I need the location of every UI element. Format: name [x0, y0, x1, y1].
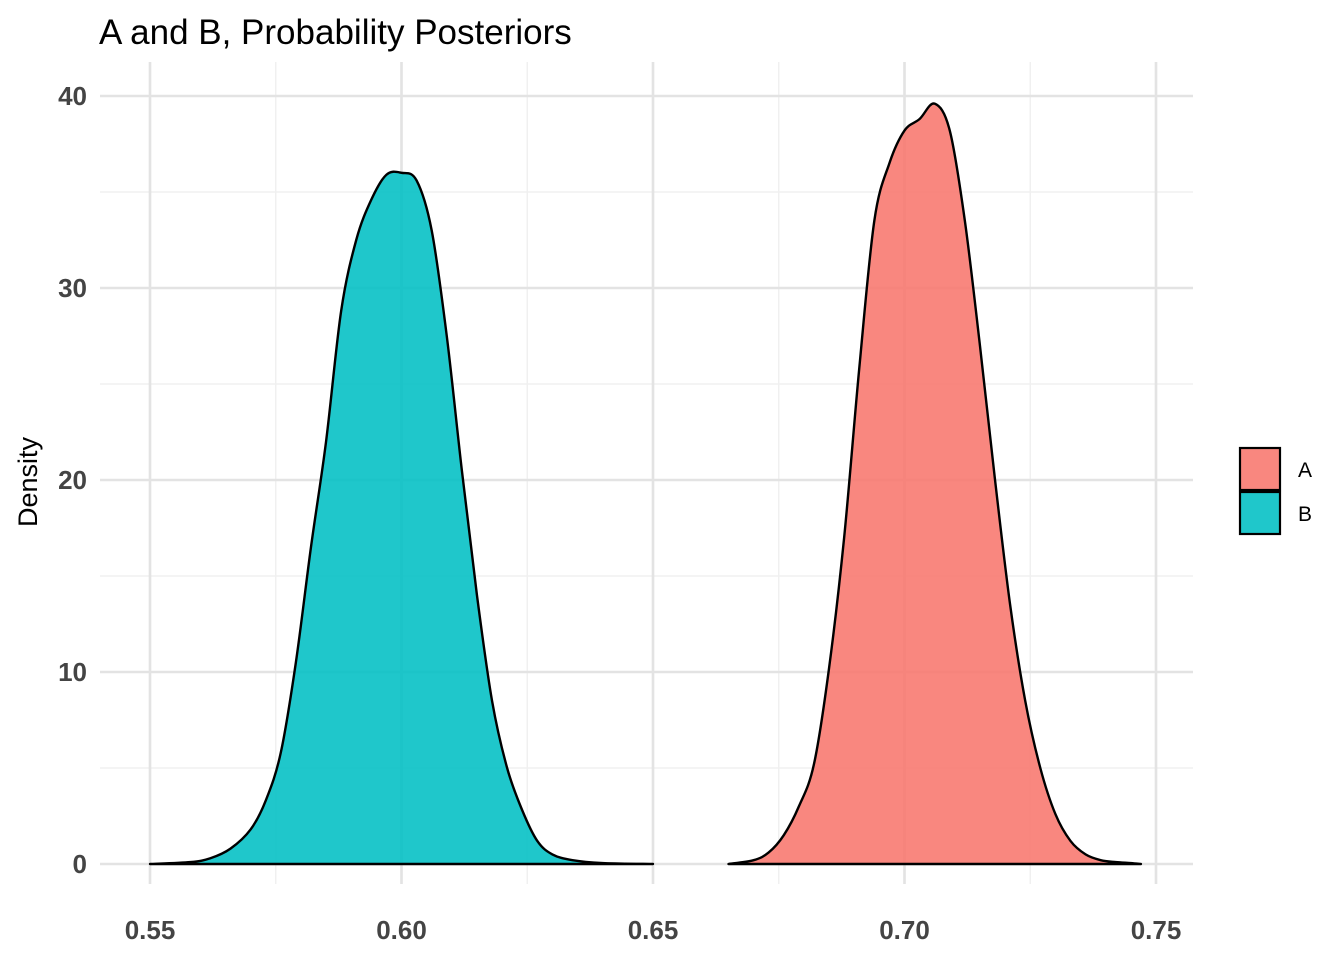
legend-label-a: A	[1298, 459, 1312, 482]
y-tick-label: 20	[58, 465, 87, 495]
x-tick-label: 0.65	[628, 915, 679, 945]
chart-title: A and B, Probability Posteriors	[99, 13, 572, 52]
legend-label-b: B	[1298, 503, 1312, 526]
y-tick-label: 0	[73, 849, 87, 879]
density-area-a	[727, 102, 1143, 866]
x-tick-label: 0.55	[125, 915, 176, 945]
y-tick-label: 40	[58, 81, 87, 111]
legend: AB	[1238, 446, 1312, 536]
x-tick-label: 0.70	[879, 915, 930, 945]
y-axis-label: Density	[13, 436, 43, 527]
x-axis-ticks: 0.55 0.60 0.65 0.70 0.75	[125, 915, 1182, 945]
density-area-b	[148, 170, 655, 866]
x-tick-label: 0.60	[376, 915, 427, 945]
y-tick-label: 10	[58, 657, 87, 687]
y-tick-label: 30	[58, 273, 87, 303]
legend-key-a	[1238, 446, 1282, 492]
legend-key-b	[1238, 490, 1282, 536]
y-axis-ticks: 0 10 20 30 40	[58, 81, 87, 879]
density-areas	[148, 102, 1143, 866]
x-tick-label: 0.75	[1131, 915, 1182, 945]
